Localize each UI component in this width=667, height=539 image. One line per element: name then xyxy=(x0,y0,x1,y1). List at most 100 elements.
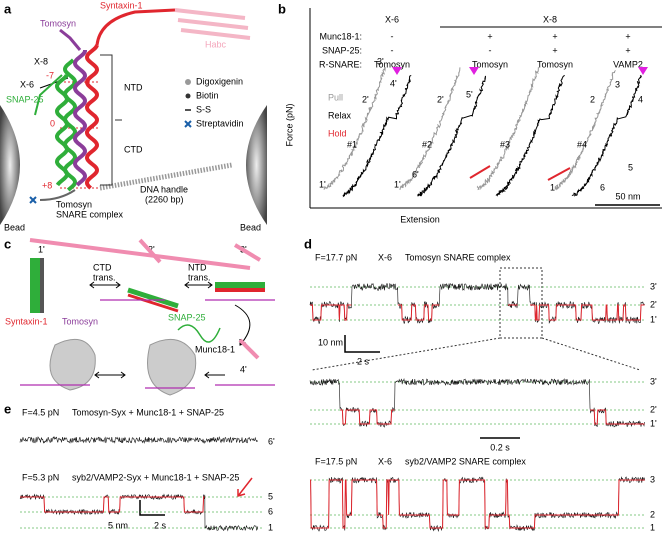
hold xyxy=(469,165,491,179)
marker xyxy=(638,67,648,75)
label: 2' xyxy=(650,404,657,414)
label: DNA handle xyxy=(140,184,188,194)
label: b xyxy=(278,1,286,16)
legend-marker xyxy=(185,93,191,99)
label: 1' xyxy=(394,179,401,189)
fe-curve xyxy=(554,70,616,191)
habc xyxy=(138,238,162,264)
bracket xyxy=(100,54,122,186)
label: - xyxy=(391,31,394,41)
label: 3 xyxy=(650,474,655,484)
trace xyxy=(309,377,645,428)
label: 6 xyxy=(600,182,605,192)
complex xyxy=(215,282,265,288)
label: 3' xyxy=(650,281,657,291)
label: SNARE complex xyxy=(56,209,124,219)
label: +8 xyxy=(42,180,52,190)
label: + xyxy=(552,31,557,41)
label: 5 xyxy=(628,162,633,172)
label: CTD xyxy=(124,144,143,154)
helix xyxy=(72,50,88,187)
label: 2' xyxy=(148,244,155,254)
habc xyxy=(233,243,262,262)
label: NTD xyxy=(124,82,143,92)
label: Tomosyn xyxy=(56,199,92,209)
fit xyxy=(530,304,645,321)
label: 10 nm xyxy=(318,337,343,347)
fit xyxy=(20,496,205,513)
label: 2 xyxy=(590,94,595,104)
snap xyxy=(177,324,221,343)
label: - xyxy=(489,45,492,55)
label: #2 xyxy=(422,139,432,149)
trace xyxy=(309,476,646,533)
label: a xyxy=(4,1,12,16)
fit xyxy=(310,304,352,321)
label: Tomosyn-Syx + Munc18-1 + SNAP-25 xyxy=(72,407,224,417)
label: Tomosyn SNARE complex xyxy=(405,252,511,262)
fe-curve xyxy=(417,75,486,197)
label: 4 xyxy=(638,94,643,104)
fe-curve xyxy=(342,74,412,198)
label: 2' xyxy=(437,94,444,104)
fit xyxy=(340,409,395,425)
label: 1' xyxy=(650,314,657,324)
label: F=4.5 pN xyxy=(22,407,59,417)
label: Habc xyxy=(205,39,227,49)
arrow xyxy=(237,477,253,497)
complex xyxy=(215,288,265,292)
label: X-6 xyxy=(385,14,399,24)
label: Tomosyn xyxy=(537,59,573,69)
label: F=17.7 pN xyxy=(315,252,357,262)
label: Bead xyxy=(4,222,25,232)
label: Hold xyxy=(328,128,347,138)
fit xyxy=(590,409,645,425)
label: F=17.5 pN xyxy=(315,456,357,466)
label: Streptavidin xyxy=(196,118,244,128)
label: 2 xyxy=(650,509,655,519)
label: -7 xyxy=(46,70,54,80)
label: - xyxy=(391,45,394,55)
label: syb2/VAMP2 SNARE complex xyxy=(405,456,526,466)
label: SNAP-25 xyxy=(168,312,206,322)
handle xyxy=(39,189,76,201)
label: Syntaxin-1 xyxy=(5,316,48,326)
label: 1 xyxy=(268,522,273,532)
label: F=5.3 pN xyxy=(22,472,59,482)
habc-helix xyxy=(174,8,251,40)
label: Pull xyxy=(328,92,343,102)
label: 2' xyxy=(362,94,369,104)
label: Munc18-1 xyxy=(195,344,235,354)
zoom-lines xyxy=(311,337,641,371)
label: 1' xyxy=(650,418,657,428)
complex xyxy=(127,293,179,313)
label: + xyxy=(552,45,557,55)
label: NTD xyxy=(188,262,207,272)
label: #3 xyxy=(500,139,510,149)
trace xyxy=(309,282,645,325)
helix xyxy=(54,74,70,187)
label: SNAP-25 xyxy=(6,94,44,104)
label: 6' xyxy=(268,436,275,446)
linker xyxy=(59,28,82,51)
label: X-6 xyxy=(378,252,392,262)
label: Syntaxin-1 xyxy=(100,0,143,10)
marker xyxy=(392,67,402,75)
marker xyxy=(469,67,479,75)
label: e xyxy=(4,401,11,416)
label: Force (pN) xyxy=(284,103,294,146)
label: VAMP2 xyxy=(613,59,643,69)
label: trans. xyxy=(93,272,116,282)
label: 1 xyxy=(550,182,555,192)
label: Tomosyn xyxy=(40,18,76,28)
legend-marker xyxy=(185,79,191,85)
label: 1' xyxy=(319,179,326,189)
label: + xyxy=(625,45,630,55)
bead xyxy=(246,105,267,225)
zoom-box xyxy=(499,267,543,339)
label: d xyxy=(304,236,312,251)
label: (2260 bp) xyxy=(145,194,184,204)
label: 3' xyxy=(650,376,657,386)
label: R-SNARE: xyxy=(319,59,362,69)
label: 4' xyxy=(240,364,247,374)
